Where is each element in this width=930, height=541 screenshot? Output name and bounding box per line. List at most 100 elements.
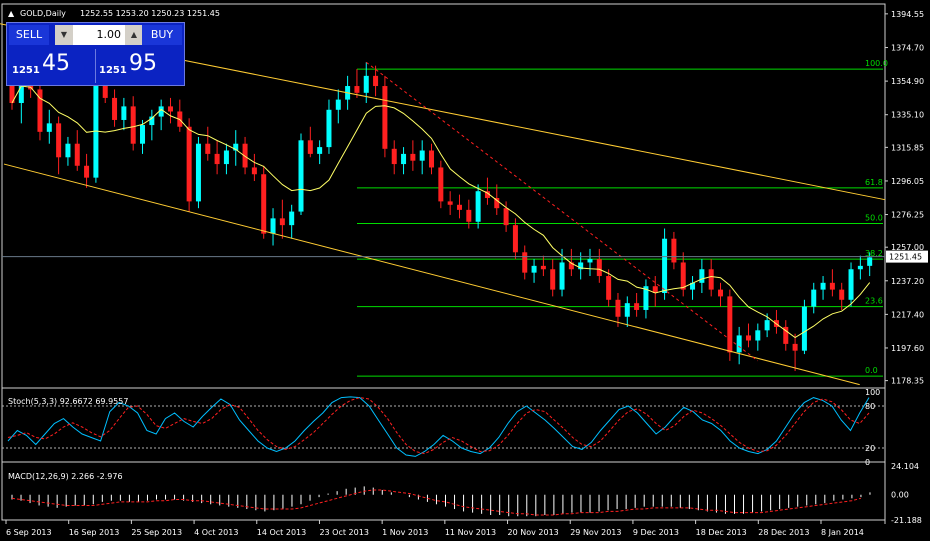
- macd-axis-label: 0.00: [891, 491, 909, 500]
- candle-body: [736, 335, 742, 353]
- candle-body: [783, 326, 789, 344]
- price-tick-label: 1178.35: [891, 377, 924, 386]
- candle-body: [755, 330, 761, 341]
- time-tick-label: 20 Nov 2013: [508, 528, 559, 537]
- candle-body: [559, 262, 565, 290]
- price-tick-label: 1374.70: [891, 44, 924, 53]
- stoch-axis-label: 80: [865, 402, 875, 411]
- time-tick-label: 28 Dec 2013: [758, 528, 809, 537]
- candle-body: [223, 150, 229, 165]
- candle-body: [615, 299, 621, 317]
- stoch-signal-line: [7, 397, 870, 455]
- time-tick-label: 29 Nov 2013: [570, 528, 621, 537]
- candle-body: [401, 153, 407, 165]
- candle-body: [466, 209, 472, 222]
- buy-price-button[interactable]: 1251 95: [96, 49, 182, 83]
- candle-body: [718, 289, 724, 297]
- candle-body: [699, 269, 705, 283]
- candle-body: [298, 140, 304, 212]
- time-tick-label: 23 Oct 2013: [319, 528, 368, 537]
- candle-body: [475, 191, 481, 222]
- current-price-label: 1251.45: [889, 253, 922, 262]
- candle-body: [335, 99, 341, 110]
- macd-title: MACD(12,26,9) 2.266 -2.976: [8, 472, 123, 481]
- candle-body: [867, 257, 873, 266]
- fib-label: 0.0: [865, 366, 878, 375]
- candle-body: [410, 153, 416, 161]
- candle-body: [130, 106, 136, 144]
- chevron-down-icon[interactable]: ▼: [55, 25, 73, 45]
- channel-lower: [3, 163, 860, 386]
- time-tick-label: 4 Oct 2013: [194, 528, 238, 537]
- candle-body: [456, 204, 462, 210]
- candle-body: [205, 143, 211, 154]
- candle-body: [140, 125, 146, 144]
- candle-body: [596, 259, 602, 277]
- price-tick-label: 1276.25: [891, 211, 924, 220]
- candle-body: [764, 320, 770, 331]
- sell-button[interactable]: SELL: [9, 25, 49, 45]
- candle-body: [643, 286, 649, 310]
- candle-body: [606, 276, 612, 300]
- candle-body: [363, 75, 369, 93]
- candle-body: [438, 167, 444, 202]
- stoch-title: Stoch(5,3,3) 92.6672 69.9557: [8, 397, 128, 406]
- fib-label: 23.6: [865, 297, 883, 306]
- candle-body: [578, 262, 584, 270]
- time-tick-label: 16 Sep 2013: [69, 528, 120, 537]
- time-tick-label: 18 Dec 2013: [696, 528, 747, 537]
- chevron-up-icon[interactable]: ▲: [125, 25, 143, 45]
- symbol-label: GOLD,Daily: [20, 9, 66, 18]
- price-tick-label: 1257.00: [891, 243, 924, 252]
- price-tick-label: 1394.55: [891, 10, 924, 19]
- candle-body: [540, 265, 546, 270]
- sell-price-pips: 45: [42, 51, 70, 76]
- candle-body: [270, 218, 276, 234]
- candle-body: [680, 262, 686, 290]
- candle-body: [46, 123, 52, 132]
- lot-value[interactable]: 1.00: [96, 28, 122, 41]
- time-tick-label: 1 Nov 2013: [382, 528, 428, 537]
- candle-body: [811, 289, 817, 307]
- stoch-main-line: [7, 396, 870, 457]
- candle-body: [708, 269, 714, 290]
- panel-frames: [1, 3, 886, 524]
- candle-body: [93, 58, 99, 178]
- candle-body: [494, 198, 500, 209]
- price-tick-label: 1197.60: [891, 344, 924, 353]
- stoch-axis-label: 0: [865, 458, 870, 467]
- candle-body: [354, 86, 360, 93]
- candle-body: [242, 143, 248, 168]
- buy-button[interactable]: BUY: [142, 25, 182, 45]
- candle-body: [503, 208, 509, 226]
- candle-body: [624, 303, 630, 317]
- candle-body: [37, 89, 43, 132]
- candle-body: [74, 143, 80, 166]
- candle-body: [727, 296, 733, 353]
- price-tick-label: 1237.20: [891, 277, 924, 286]
- candle-body: [317, 147, 323, 154]
- sell-price-prefix: 1251: [12, 65, 40, 76]
- price-tick-label: 1217.40: [891, 310, 924, 319]
- candle-body: [447, 201, 453, 205]
- candle-body: [195, 143, 201, 202]
- candle-body: [550, 269, 556, 290]
- time-tick-label: 8 Jan 2014: [821, 528, 864, 537]
- diagonal-guide: [365, 61, 759, 362]
- candle-body: [261, 174, 267, 234]
- macd-panel: 24.104 0.00 -21.188: [11, 462, 922, 525]
- candle-body: [251, 167, 257, 175]
- candle-body: [522, 252, 528, 273]
- candle-body: [158, 106, 164, 117]
- price-tick-label: 1335.10: [891, 111, 924, 120]
- lot-size-stepper[interactable]: ▼ 1.00 ▲: [55, 25, 143, 45]
- candle-body: [745, 335, 751, 341]
- candle-body: [289, 211, 295, 226]
- sell-price-button[interactable]: 1251 45: [9, 49, 96, 83]
- candle-body: [167, 106, 173, 112]
- price-tick-label: 1315.85: [891, 143, 924, 152]
- time-axis: 6 Sep 2013 16 Sep 2013 25 Sep 2013 4 Oct 20…: [5, 520, 864, 537]
- candle-body: [307, 140, 313, 154]
- candle-body: [801, 306, 807, 351]
